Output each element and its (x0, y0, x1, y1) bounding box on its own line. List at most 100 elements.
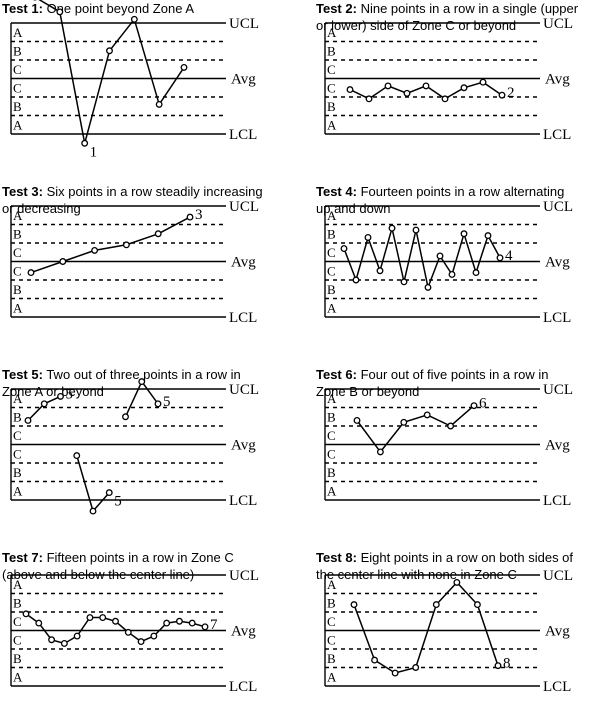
data-point (340, 245, 348, 253)
test-panel-1: Test 1: One point beyond Zone A A B C C B A UC… (2, 0, 292, 178)
data-point (138, 378, 146, 386)
series-line (38, 0, 185, 144)
data-point (56, 8, 64, 16)
zone-label: B (327, 99, 336, 114)
data-point (364, 234, 372, 241)
lcl-label: LCL (229, 679, 257, 695)
data-point (112, 617, 119, 625)
zone-label: A (13, 484, 23, 499)
data-point (424, 283, 432, 291)
data-point (391, 669, 399, 677)
test-description: or lower) side of Zone C or beyond (316, 18, 517, 33)
test-caption: Test 2: Nine points in a row in a single… (316, 0, 594, 34)
series-line (353, 581, 499, 674)
data-point (175, 617, 183, 625)
test-panel-3: Test 3: Six points in a row steadily inc… (2, 183, 292, 361)
zone-label: B (13, 227, 22, 242)
ucl-label: UCL (543, 568, 573, 584)
avg-label: Avg (545, 624, 570, 640)
test-panel-4: Test 4: Fourteen points in a row alterna… (316, 183, 594, 361)
test-description: Zone B or beyond (316, 384, 420, 399)
zone-label: C (327, 81, 336, 96)
data-point (73, 632, 81, 640)
data-point (57, 392, 64, 400)
data-point (35, 619, 43, 627)
data-point (472, 269, 480, 277)
data-point (122, 413, 129, 421)
data-point (365, 95, 373, 103)
data-point (353, 417, 361, 424)
test-description: Nine points in a row in a single (upper (360, 1, 579, 16)
data-point (99, 614, 107, 621)
zone-label: C (327, 447, 336, 462)
data-point (150, 632, 158, 640)
data-point (137, 638, 145, 646)
lcl-label: LCL (543, 127, 571, 143)
data-point (188, 619, 196, 627)
zone-label: B (327, 465, 336, 480)
series-line (124, 380, 159, 418)
zone-label: C (13, 633, 22, 648)
zone-label: C (327, 245, 336, 260)
avg-label: Avg (231, 624, 256, 640)
data-point (388, 224, 396, 232)
avg-label: Avg (231, 438, 256, 454)
zone-label: B (13, 410, 22, 425)
data-point (106, 47, 113, 55)
ucl-label: UCL (543, 16, 573, 32)
data-point (48, 636, 56, 644)
ucl-label: UCL (229, 568, 259, 584)
zone-label: B (327, 282, 336, 297)
data-point (91, 246, 99, 254)
zone-label: C (327, 264, 336, 279)
data-point (423, 411, 431, 419)
avg-label: Avg (545, 255, 570, 271)
ucl-label: UCL (229, 382, 259, 398)
data-point (460, 84, 468, 92)
data-point (432, 601, 440, 609)
violation-marker: 4 (505, 248, 513, 264)
data-point (384, 82, 392, 90)
zone-label: A (13, 670, 23, 685)
violation-marker: 1 (90, 144, 98, 160)
data-point (73, 452, 81, 460)
lcl-label: LCL (229, 127, 257, 143)
zone-label: A (13, 391, 23, 406)
zone-label: A (13, 301, 23, 316)
violation-marker: 5 (163, 394, 171, 410)
data-point (89, 507, 97, 515)
lcl-label: LCL (543, 493, 571, 509)
data-point (105, 489, 113, 497)
test-description: Fifteen points in a row in Zone C (46, 550, 234, 565)
data-point (498, 91, 506, 99)
test-description: Six points in a row steadily increasing (46, 184, 263, 199)
test-panel-2: Test 2: Nine points in a row in a single… (316, 0, 594, 178)
test-caption: Test 4: Fourteen points in a row alterna… (316, 183, 594, 217)
data-point (470, 402, 478, 410)
zone-label: A (327, 577, 337, 592)
violation-marker: 7 (210, 617, 218, 633)
data-point (447, 422, 455, 430)
test-description: Two out of three points in a row in (46, 367, 241, 382)
data-point (22, 610, 30, 618)
zone-label: A (327, 301, 337, 316)
data-point (460, 230, 468, 238)
zone-label: A (13, 118, 23, 133)
test-title: Test 1: (2, 1, 43, 16)
zone-label: B (13, 651, 22, 666)
zone-label: B (327, 227, 336, 242)
test-title: Test 5: (2, 367, 43, 382)
zone-label: A (327, 25, 337, 40)
test-description: up and down (316, 201, 391, 216)
zone-label: A (13, 577, 23, 592)
lcl-label: LCL (543, 310, 571, 326)
data-point (180, 63, 188, 71)
zone-label: A (327, 391, 337, 406)
test-panel-5: Test 5: Two out of three points in a row… (2, 366, 292, 544)
avg-label: Avg (545, 438, 570, 454)
data-point (346, 86, 354, 94)
violation-marker: 8 (503, 656, 511, 672)
